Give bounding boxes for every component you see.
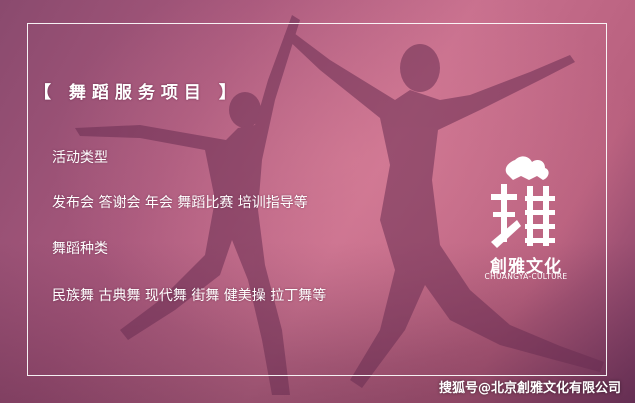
dance-type-label: 舞蹈种类 xyxy=(52,238,108,258)
source-watermark: 搜狐号@北京創雅文化有限公司 xyxy=(439,377,621,396)
activity-type-label: 活动类型 xyxy=(52,147,108,167)
section-heading: 【 舞蹈服务项目 】 xyxy=(34,78,242,103)
activity-type-items: 发布会 答谢会 年会 舞蹈比赛 培训指导等 xyxy=(52,192,308,212)
brand-subtitle: CHUANGYA-CULTURE xyxy=(470,272,582,281)
dance-type-items: 民族舞 古典舞 现代舞 街舞 健美操 拉丁舞等 xyxy=(52,285,326,305)
